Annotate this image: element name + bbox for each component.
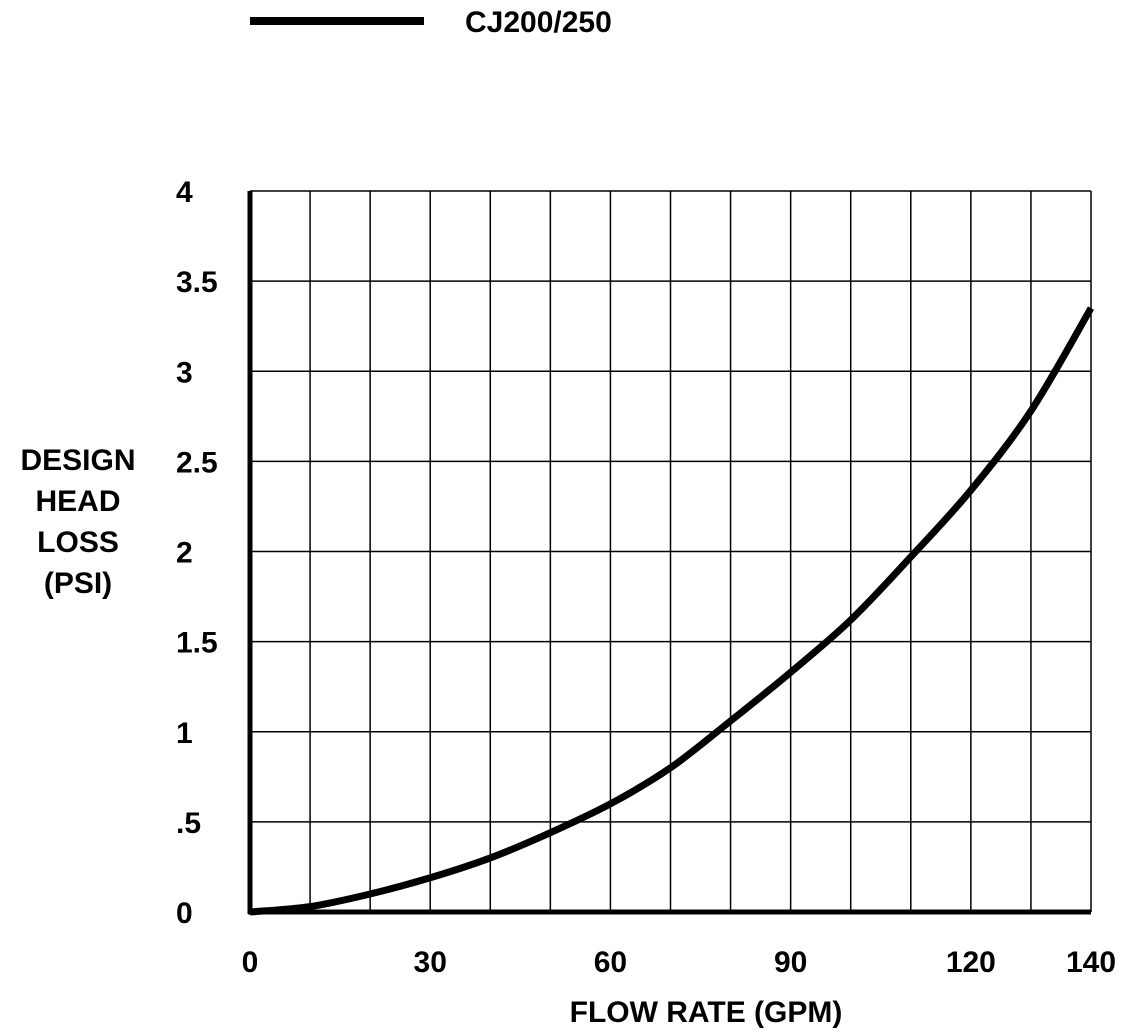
x-axis-title: FLOW RATE (GPM) <box>570 996 843 1029</box>
y-tick-label: 3 <box>176 356 193 389</box>
y-tick-label: 2.5 <box>176 446 218 479</box>
y-axis-title-line: (PSI) <box>44 567 112 600</box>
x-tick-label: 140 <box>1066 946 1116 979</box>
y-axis-title-line: LOSS <box>37 526 119 559</box>
y-axis-title: DESIGN HEAD LOSS (PSI) <box>20 444 135 600</box>
x-tick-labels: 0 30 60 90 120 140 <box>242 946 1116 979</box>
y-tick-label: 3.5 <box>176 266 218 299</box>
y-tick-label: .5 <box>176 807 201 840</box>
y-tick-label: 2 <box>176 537 193 570</box>
legend: CJ200/250 <box>250 6 612 39</box>
y-axis-title-line: DESIGN <box>20 444 135 477</box>
y-tick-label: 1.5 <box>176 627 218 660</box>
axes <box>247 191 1091 915</box>
y-tick-label: 0 <box>176 897 193 930</box>
y-axis-title-line: HEAD <box>35 485 120 518</box>
y-tick-label: 4 <box>176 176 193 209</box>
x-tick-label: 120 <box>946 946 996 979</box>
x-tick-label: 30 <box>414 946 447 979</box>
x-tick-label: 0 <box>242 946 259 979</box>
x-tick-label: 60 <box>594 946 627 979</box>
series-layer <box>249 306 1095 916</box>
y-tick-labels: 0 .5 1 1.5 2 2.5 3 3.5 4 <box>176 176 218 930</box>
grid <box>250 190 1092 912</box>
y-tick-label: 1 <box>176 717 193 750</box>
x-tick-label: 90 <box>774 946 807 979</box>
series-line-0 <box>249 306 1095 916</box>
legend-label-cj200-250: CJ200/250 <box>465 6 612 39</box>
